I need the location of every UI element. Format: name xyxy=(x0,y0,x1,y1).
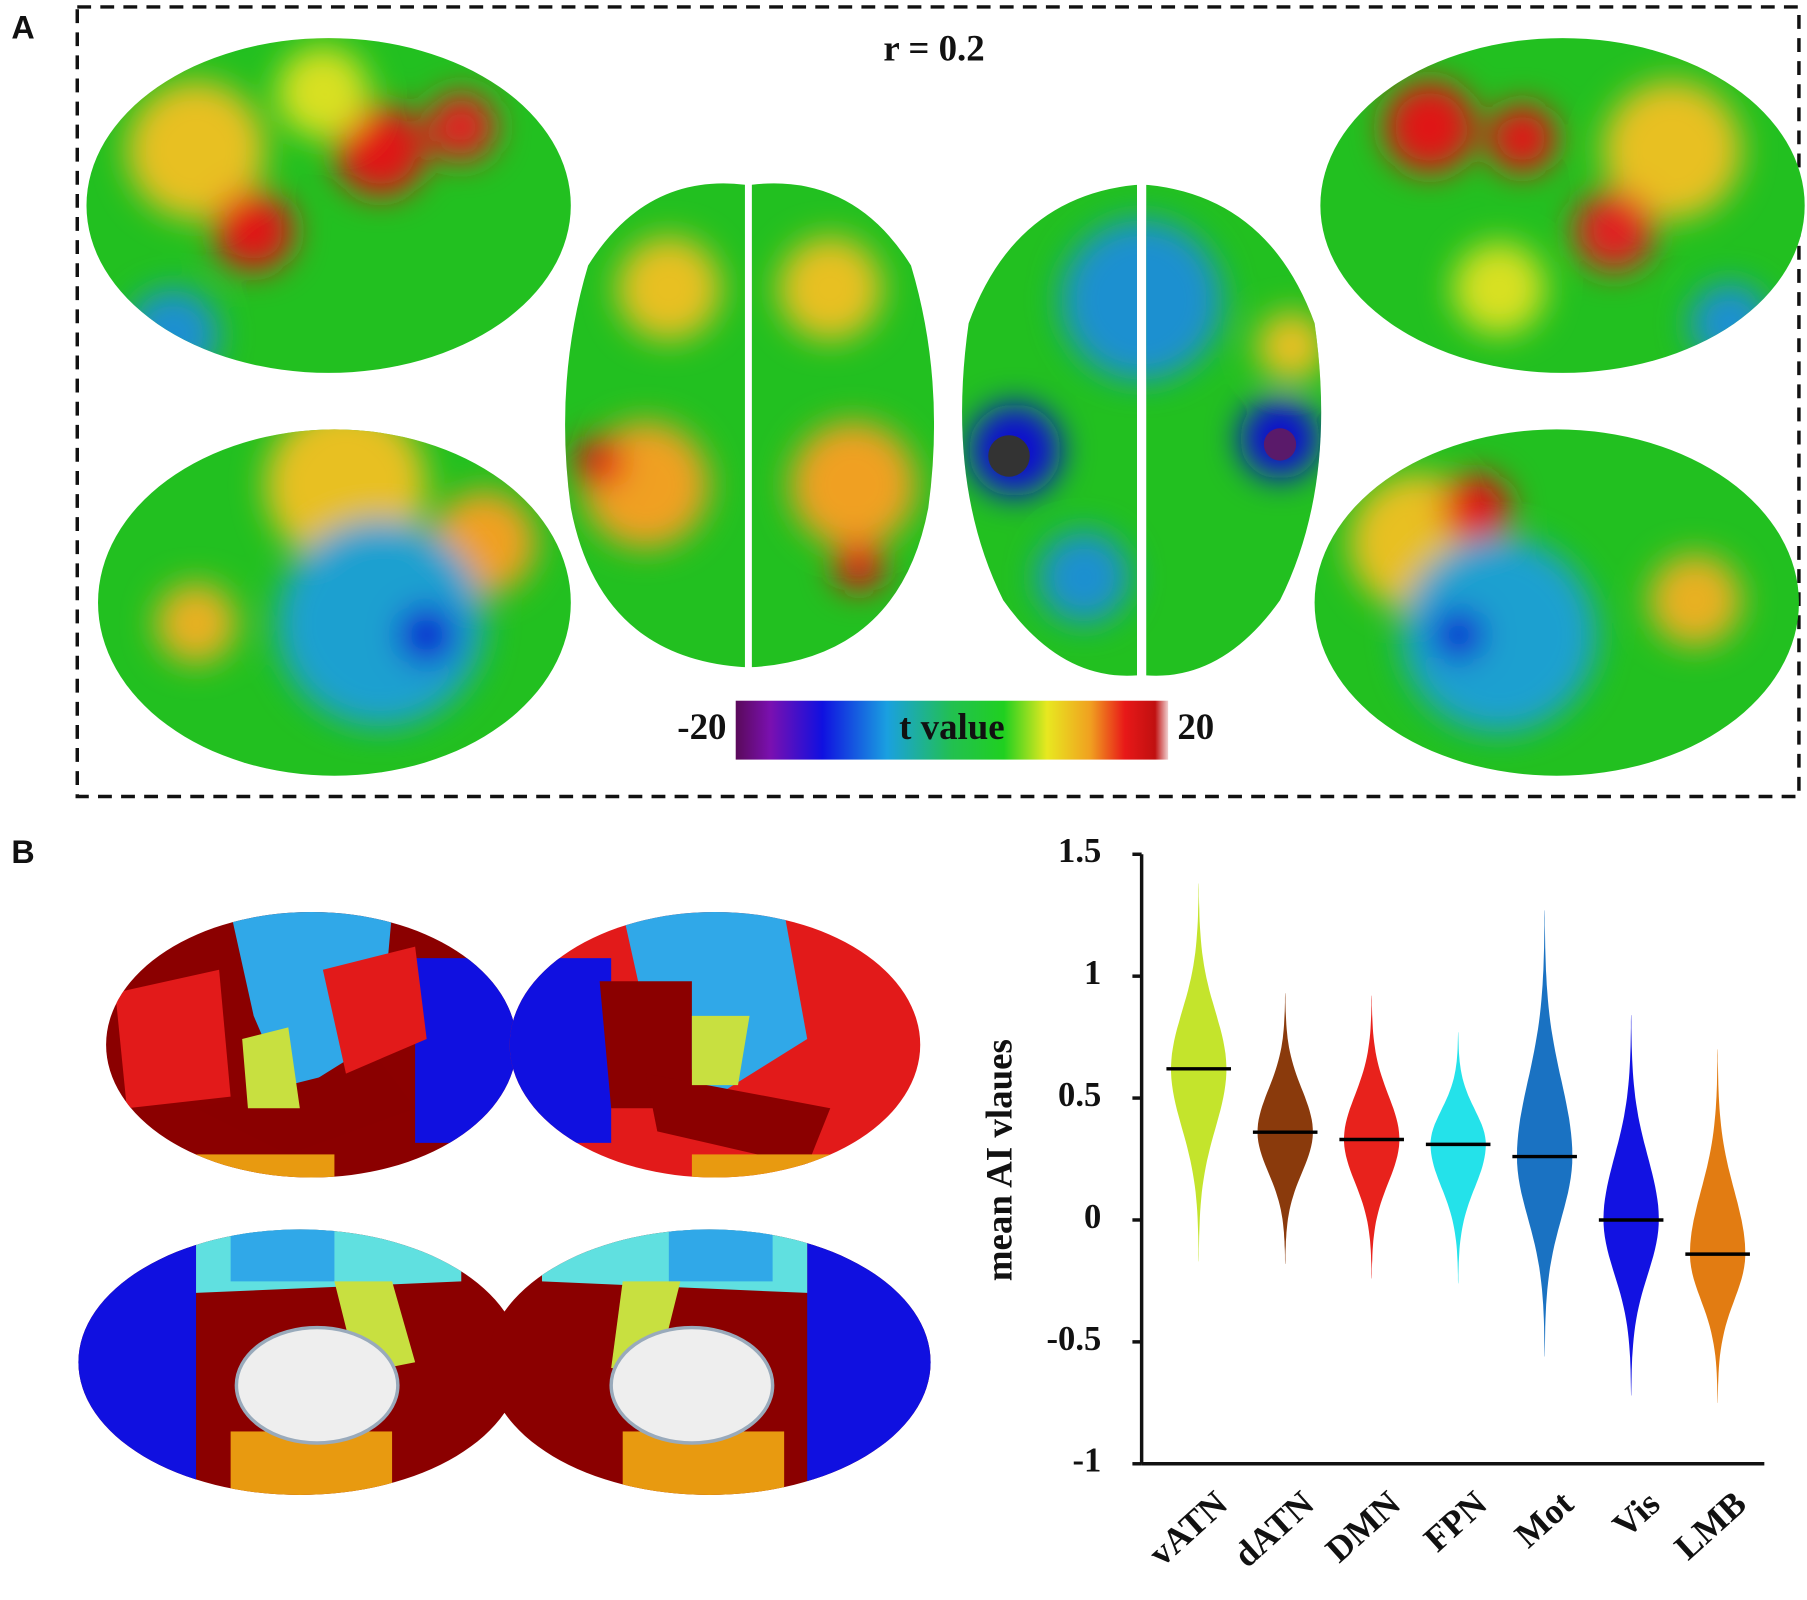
brain-ventral xyxy=(962,184,1322,676)
violin xyxy=(1257,993,1313,1264)
brain-lateral-left xyxy=(86,38,571,373)
brain-medial-right xyxy=(1314,429,1799,776)
violin xyxy=(1689,1049,1746,1403)
panel-frame xyxy=(75,5,1801,799)
brain-network-medial-left xyxy=(78,1229,522,1495)
annotation: r = 0.2 xyxy=(883,27,984,68)
x-tick-label: dATN xyxy=(1226,1483,1322,1575)
x-tick-label: Mot xyxy=(1507,1483,1581,1555)
x-tick-label: vATN xyxy=(1141,1483,1235,1574)
brain-network-lateral-right xyxy=(509,911,921,1178)
y-tick-label: 0 xyxy=(1084,1198,1101,1236)
panel-label: A xyxy=(11,10,34,46)
y-tick-label: 0.5 xyxy=(1058,1076,1101,1114)
panel-label: B xyxy=(11,834,34,870)
violin xyxy=(1516,910,1573,1357)
y-tick-label: 1 xyxy=(1084,954,1101,992)
colorbar xyxy=(735,700,1169,760)
brain-dorsal xyxy=(565,183,935,668)
x-tick-label: LMB xyxy=(1667,1483,1754,1567)
brain-network-lateral-left xyxy=(106,911,517,1178)
brain-medial-left xyxy=(98,429,571,776)
y-tick-label: 1.5 xyxy=(1058,832,1101,870)
x-tick-label: FPN xyxy=(1416,1483,1495,1559)
colorbar-label: t value xyxy=(899,706,1005,747)
violin xyxy=(1344,995,1400,1279)
brain-lateral-right xyxy=(1320,38,1805,373)
x-tick-label: DMN xyxy=(1318,1483,1408,1570)
x-tick-label: Vis xyxy=(1605,1483,1668,1545)
colorbar-tick-label: -20 xyxy=(677,706,726,747)
violin xyxy=(1603,1015,1659,1396)
brain-network-medial-right xyxy=(487,1229,931,1495)
y-axis-label: mean AI vlaues xyxy=(979,1039,1020,1281)
y-tick-label: -0.5 xyxy=(1046,1320,1101,1358)
violin xyxy=(1430,1032,1486,1284)
colorbar-tick-label: 20 xyxy=(1177,706,1214,747)
y-tick-label: -1 xyxy=(1072,1442,1101,1480)
violin xyxy=(1171,883,1227,1262)
